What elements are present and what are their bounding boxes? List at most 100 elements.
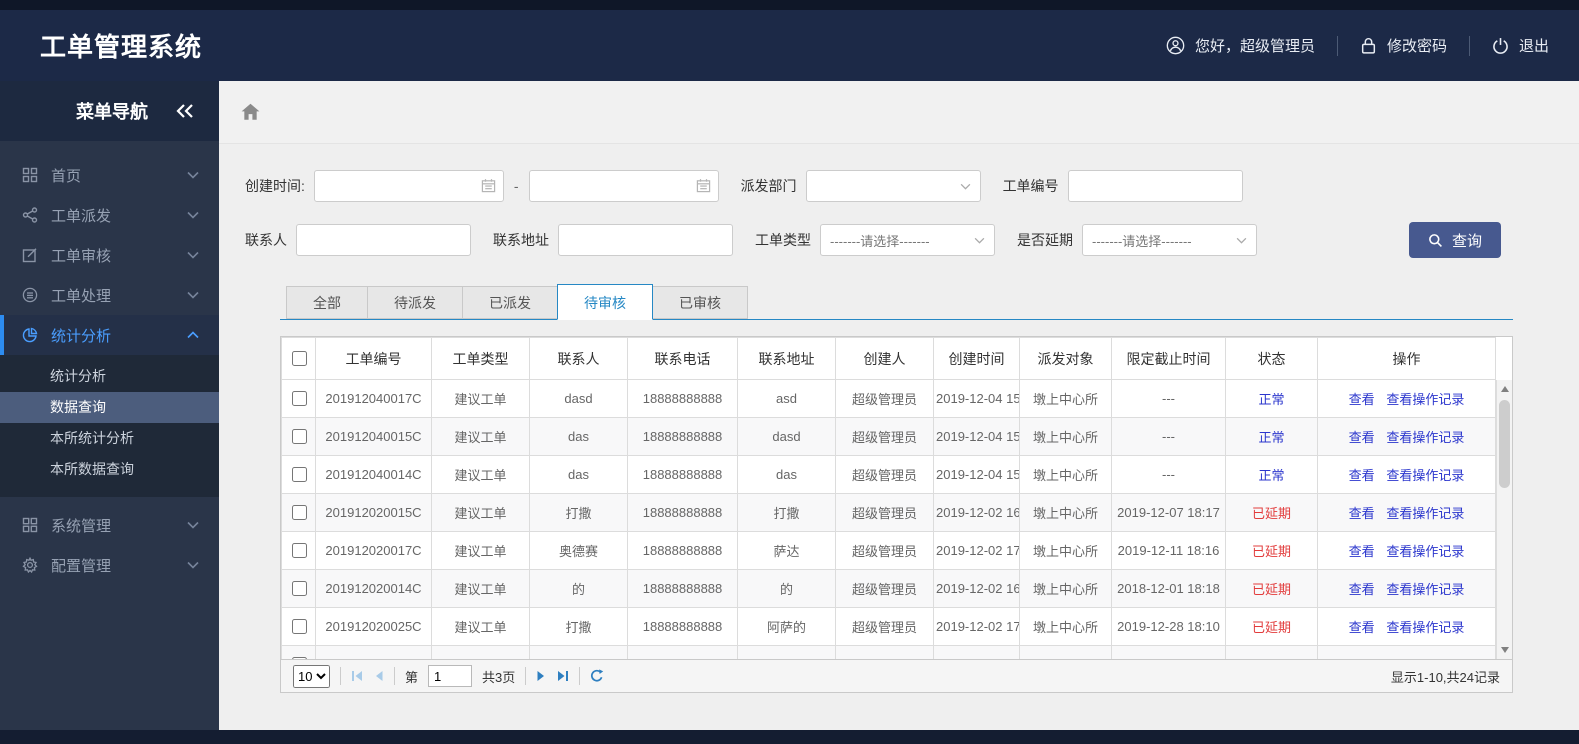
view-link[interactable]: 查看	[1348, 544, 1375, 559]
cell-creator: 超级管理员	[835, 607, 934, 646]
work-order-table-panel: 工单编号 工单类型 联系人 联系电话 联系地址 创建人 创建时间 派发对象 限定…	[280, 336, 1513, 693]
create-time-end-input[interactable]	[528, 170, 719, 202]
sidebar-item-label: 工单派发	[51, 207, 112, 225]
col-created: 创建时间	[933, 337, 1020, 380]
row-checkbox[interactable]	[291, 391, 307, 406]
view-log-link[interactable]: 查看操作记录	[1386, 392, 1465, 407]
row-checkbox[interactable]	[291, 505, 307, 520]
chevron-down-icon	[974, 237, 985, 244]
view-log-link[interactable]: 查看操作记录	[1386, 468, 1465, 483]
create-time-start-input[interactable]	[313, 170, 504, 202]
cell-phone: 18888888888	[627, 455, 738, 494]
prev-page-icon[interactable]	[374, 670, 384, 682]
create-time-label: 创建时间:	[245, 178, 305, 194]
address-label: 联系地址	[493, 232, 549, 248]
page-size-select[interactable]: 10	[293, 664, 330, 688]
tab-pending-review[interactable]: 待审核	[557, 284, 653, 320]
row-checkbox[interactable]	[291, 429, 307, 444]
home-icon[interactable]	[241, 103, 260, 121]
row-checkbox[interactable]	[291, 543, 307, 558]
page-number-input[interactable]	[428, 665, 473, 687]
cell-order-no: 201912020014C	[315, 569, 432, 608]
cell-phone: 18888888888	[627, 379, 738, 418]
app-title: 工单管理系统	[40, 32, 203, 62]
search-button[interactable]: 查询	[1408, 222, 1501, 258]
status-badge: 已延期	[1225, 607, 1318, 646]
delay-value: -------请选择-------	[1092, 233, 1192, 249]
sidebar-item-dispatch[interactable]: 工单派发	[0, 195, 219, 235]
row-checkbox[interactable]	[291, 619, 307, 634]
dispatch-dept-select[interactable]	[805, 170, 981, 202]
collapse-sidebar-icon[interactable]	[175, 103, 195, 119]
address-input[interactable]	[558, 224, 733, 256]
cell-phone: 18888888888	[627, 493, 738, 532]
cell-order-type: 建议工单	[431, 455, 530, 494]
cell-order-no: 201912040017C	[315, 379, 432, 418]
header-separator	[1468, 35, 1470, 56]
tab-dispatched[interactable]: 已派发	[462, 286, 558, 319]
tab-reviewed[interactable]: 已审核	[652, 286, 748, 319]
view-link[interactable]: 查看	[1348, 430, 1375, 445]
cell-contact: 的	[529, 569, 628, 608]
view-link[interactable]: 查看	[1348, 620, 1375, 635]
row-checkbox[interactable]	[291, 581, 307, 596]
submenu-item-local-statistics[interactable]: 本所统计分析	[50, 430, 134, 446]
cell-created: 2019-12-02 16	[933, 569, 1020, 608]
vertical-scrollbar[interactable]	[1496, 380, 1512, 659]
sidebar-item-process[interactable]: 工单处理	[0, 275, 219, 315]
view-log-link[interactable]: 查看操作记录	[1386, 582, 1465, 597]
scrollbar-thumb[interactable]	[1499, 400, 1510, 488]
sidebar-item-config[interactable]: 配置管理	[0, 545, 219, 585]
view-log-link[interactable]: 查看操作记录	[1386, 506, 1465, 521]
lock-icon	[1360, 37, 1377, 55]
view-log-link[interactable]: 查看操作记录	[1386, 430, 1465, 445]
view-link[interactable]: 查看	[1348, 468, 1375, 483]
table-scroll-area: 工单编号 工单类型 联系人 联系电话 联系地址 创建人 创建时间 派发对象 限定…	[281, 337, 1512, 659]
select-all-checkbox[interactable]	[291, 351, 307, 366]
view-log-link[interactable]: 查看操作记录	[1386, 620, 1465, 635]
next-page-icon[interactable]	[536, 670, 546, 682]
sidebar-item-system[interactable]: 系统管理	[0, 505, 219, 545]
view-link[interactable]: 查看	[1348, 582, 1375, 597]
submenu-item-local-data-query[interactable]: 本所数据查询	[50, 461, 134, 477]
user-greeting[interactable]: 您好，超级管理员	[1166, 35, 1315, 56]
view-link[interactable]: 查看	[1348, 506, 1375, 521]
pager-separator	[340, 667, 341, 685]
scroll-down-arrow[interactable]	[1501, 647, 1509, 653]
order-type-select[interactable]: -------请选择-------	[820, 224, 995, 256]
view-log-link[interactable]: 查看操作记录	[1386, 544, 1465, 559]
view-link[interactable]: 查看	[1348, 392, 1375, 407]
content-area: 创建时间: -	[219, 81, 1579, 730]
cell-contact: 奥德赛	[529, 531, 628, 570]
sidebar-item-home[interactable]: 首页	[0, 155, 219, 195]
refresh-icon[interactable]	[590, 669, 604, 683]
chevron-down-icon	[187, 291, 199, 299]
sidebar-item-statistics[interactable]: 统计分析	[0, 315, 219, 355]
row-checkbox[interactable]	[291, 467, 307, 482]
col-order-no: 工单编号	[315, 337, 432, 380]
last-page-icon[interactable]	[556, 670, 569, 682]
tab-pending-dispatch[interactable]: 待派发	[367, 286, 463, 319]
delay-select[interactable]: -------请选择-------	[1082, 224, 1257, 256]
order-no-input[interactable]	[1067, 170, 1243, 202]
table-row: 201912020015C 建议工单 打撒 18888888888 打撒 超级管…	[281, 493, 1496, 532]
calendar-icon[interactable]	[696, 178, 711, 193]
row-checkbox[interactable]	[291, 657, 307, 659]
sidebar-header: 菜单导航	[0, 81, 219, 141]
tab-all[interactable]: 全部	[286, 286, 368, 319]
cell-contact: das	[529, 417, 628, 456]
status-badge: 已延期	[1225, 493, 1318, 532]
cell-address: 阿萨的	[737, 607, 836, 646]
sidebar-item-review[interactable]: 工单审核	[0, 235, 219, 275]
change-password-button[interactable]: 修改密码	[1360, 35, 1447, 56]
record-summary: 显示1-10,共24记录	[1390, 669, 1500, 685]
contact-input[interactable]	[296, 224, 471, 256]
submenu-item-statistics[interactable]: 统计分析	[50, 368, 106, 384]
scroll-up-arrow[interactable]	[1501, 386, 1509, 392]
sidebar-title: 菜单导航	[76, 102, 148, 122]
first-page-icon[interactable]	[351, 670, 364, 682]
filter-row-2: 联系人 联系地址 工单类型 -------请选择------- 是否延期 ---…	[245, 222, 1579, 258]
calendar-icon[interactable]	[481, 178, 496, 193]
logout-button[interactable]: 退出	[1492, 35, 1549, 56]
submenu-item-data-query[interactable]: 数据查询	[0, 392, 219, 423]
